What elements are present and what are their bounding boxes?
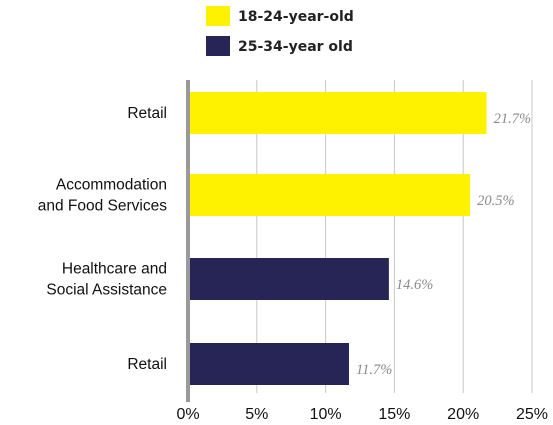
category-label: Accommodation xyxy=(56,177,167,194)
category-label: Retail xyxy=(127,105,167,122)
legend: 18-24-year-old 25-34-year old xyxy=(206,6,354,56)
bar xyxy=(188,343,349,385)
x-tick-label: 10% xyxy=(310,406,342,423)
category-label: Social Assistance xyxy=(46,282,167,299)
data-label: 21.7% xyxy=(494,111,531,127)
x-tick-labels: 0% 5% 10% 15% 20% 25% xyxy=(176,406,548,423)
x-tick-label: 0% xyxy=(176,406,199,423)
legend-label: 25-34-year old xyxy=(238,39,353,55)
data-label: 14.6% xyxy=(396,277,433,293)
data-label: 20.5% xyxy=(477,193,514,209)
category-label: Retail xyxy=(127,356,167,373)
legend-swatch xyxy=(206,6,230,26)
bar xyxy=(188,258,389,300)
bar xyxy=(188,174,471,216)
legend-label: 18-24-year-old xyxy=(238,9,354,25)
data-label: 11.7% xyxy=(356,362,392,378)
x-tick-label: 25% xyxy=(516,406,548,423)
x-tick-label: 5% xyxy=(245,406,268,423)
bars xyxy=(188,92,487,385)
category-label: Healthcare and xyxy=(62,261,167,278)
category-labels: Retail Accommodation and Food Services Heal… xyxy=(38,105,167,373)
x-tick-label: 15% xyxy=(378,406,410,423)
legend-swatch xyxy=(206,36,230,56)
bar xyxy=(188,92,487,134)
category-label: and Food Services xyxy=(38,198,167,215)
data-labels: 21.7% 20.5% 14.6% 11.7% xyxy=(356,111,531,378)
x-tick-label: 20% xyxy=(447,406,479,423)
